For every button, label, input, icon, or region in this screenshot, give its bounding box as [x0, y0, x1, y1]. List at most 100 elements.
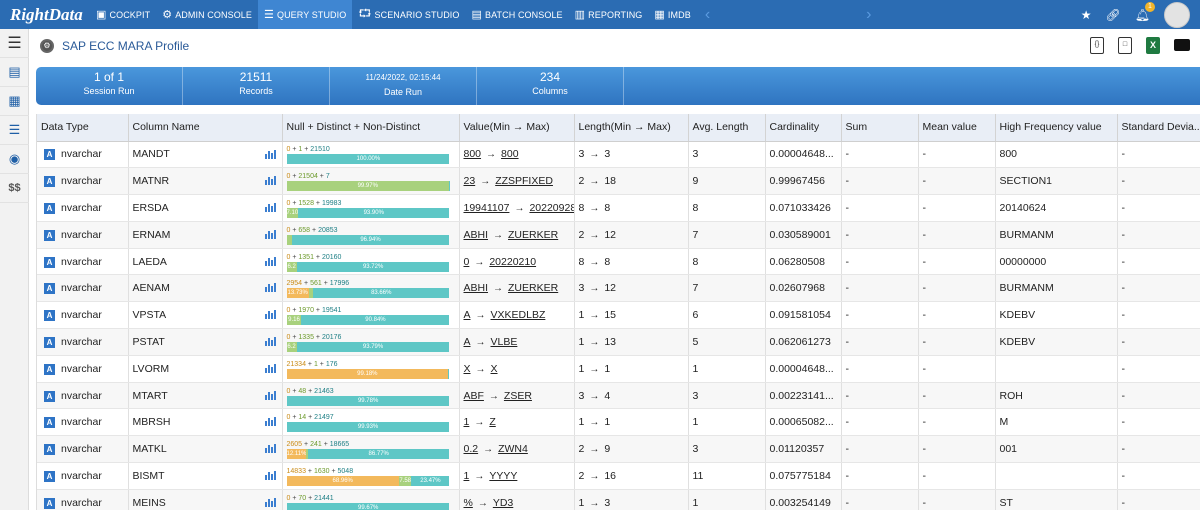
- sidebar-cost-icon[interactable]: $$: [0, 174, 29, 203]
- hamburger-menu-icon[interactable]: ☰: [0, 29, 29, 58]
- max-value-link[interactable]: ZUERKER: [508, 282, 559, 295]
- min-value-link[interactable]: 800: [463, 148, 482, 161]
- sidebar-profile-icon[interactable]: ◉: [0, 145, 29, 174]
- distribution-bar[interactable]: 99.78%: [286, 395, 450, 406]
- min-value-link[interactable]: 0: [463, 255, 470, 268]
- distribution-bar[interactable]: 99.67%: [286, 502, 450, 510]
- column-header[interactable]: Sum: [841, 114, 919, 142]
- min-value-link[interactable]: 23: [463, 175, 476, 188]
- email-icon[interactable]: [1174, 39, 1190, 51]
- distribution-bar[interactable]: 100.00%: [286, 154, 450, 165]
- distribution-bar[interactable]: 9.16 90.84%: [286, 315, 450, 326]
- distribution-bar[interactable]: 96.94%: [286, 234, 450, 245]
- bar-chart-icon[interactable]: [264, 497, 276, 507]
- column-header[interactable]: Length(Min → Max): [574, 114, 689, 142]
- column-header[interactable]: High Frequency value: [995, 114, 1118, 142]
- distribution-bar[interactable]: 99.18%: [286, 368, 450, 379]
- max-value-link[interactable]: YD3: [492, 496, 514, 509]
- bar-chart-icon[interactable]: [264, 310, 276, 320]
- sidebar-report-icon[interactable]: ▤: [0, 58, 29, 87]
- min-value-link[interactable]: ABHI: [463, 228, 489, 241]
- link-icon[interactable]: 🔗︎: [1105, 7, 1121, 22]
- column-header[interactable]: Cardinality: [765, 114, 842, 142]
- column-header[interactable]: Avg. Length: [688, 114, 766, 142]
- max-value-link[interactable]: VLBE: [490, 335, 518, 348]
- column-header[interactable]: Value(Min → Max): [459, 114, 575, 142]
- sidebar-list-icon[interactable]: ☰: [0, 116, 29, 145]
- sidebar-chart-icon[interactable]: ▦: [0, 87, 29, 116]
- nav-item-batch-console[interactable]: ▤ BATCH CONSOLE: [466, 0, 569, 29]
- max-value-link[interactable]: VXKEDLBZ: [490, 309, 546, 322]
- min-value-link[interactable]: 1: [463, 416, 470, 429]
- notification-bell-icon[interactable]: 🔔︎ 1: [1135, 1, 1155, 22]
- export-pdf-icon[interactable]: □: [1118, 37, 1132, 54]
- distribution-bar[interactable]: 6.2 93.72%: [286, 261, 450, 272]
- bar-chart-icon[interactable]: [264, 203, 276, 213]
- max-value-link[interactable]: Z: [489, 416, 496, 429]
- min-value-link[interactable]: X: [463, 362, 471, 375]
- bar-chart-icon[interactable]: [264, 283, 276, 293]
- column-header[interactable]: Null + Distinct + Non-Distinct: [282, 114, 460, 142]
- distribution-bar[interactable]: 12.11% 86.77%: [286, 449, 450, 460]
- min-value-link[interactable]: 0.2: [463, 443, 479, 456]
- rightdata-logo[interactable]: RightData: [10, 4, 83, 24]
- min-value-link[interactable]: A: [463, 309, 471, 322]
- distribution-bar[interactable]: 13.73% 83.66%: [286, 288, 450, 299]
- nav-item-scenario-studio[interactable]: ⮔ SCENARIO STUDIO: [352, 0, 465, 29]
- bar-chart-icon[interactable]: [264, 444, 276, 454]
- nav-item-admin-console[interactable]: ⚙ ADMIN CONSOLE: [156, 0, 258, 29]
- nav-scroll-left-icon[interactable]: ‹: [704, 5, 711, 23]
- min-value-link[interactable]: ABF: [463, 389, 484, 402]
- distribution-bar[interactable]: 99.97%: [286, 181, 450, 192]
- bar-chart-icon[interactable]: [264, 471, 276, 481]
- min-value-link[interactable]: %: [463, 496, 473, 509]
- export-excel-icon[interactable]: X: [1146, 37, 1160, 54]
- min-value-link[interactable]: A: [463, 335, 471, 348]
- nav-item-imdb[interactable]: ▦ IMDB: [648, 0, 696, 29]
- bar-chart-icon[interactable]: [264, 417, 276, 427]
- bar-chart-icon[interactable]: [264, 229, 276, 239]
- nav-scroll-right-icon[interactable]: ›: [866, 5, 872, 23]
- max-value-link[interactable]: ZZSPFIXED: [495, 175, 553, 188]
- column-header[interactable]: Column Name: [128, 114, 283, 142]
- distribution-bar[interactable]: 7.10% 93.90%: [286, 207, 450, 218]
- max-value-link[interactable]: 20220928: [529, 201, 574, 214]
- column-header[interactable]: Standard Devia...: [1117, 114, 1200, 142]
- bar-chart-icon[interactable]: [264, 256, 276, 266]
- column-header[interactable]: Data Type: [37, 114, 129, 142]
- bar-chart-icon[interactable]: [264, 149, 276, 159]
- bar-chart-icon[interactable]: [264, 176, 276, 186]
- distribution-bar[interactable]: 6.2 93.79%: [286, 341, 450, 352]
- nav-item-query-studio[interactable]: ☰ QUERY STUDIO: [258, 0, 353, 29]
- nav-item-cockpit[interactable]: ▣ COCKPIT: [90, 0, 156, 29]
- max-value-link[interactable]: 800: [501, 148, 519, 161]
- distribution-bar[interactable]: 68.96% 7.58 23.47%: [286, 475, 450, 486]
- max-value-link[interactable]: ZWN4: [498, 443, 528, 456]
- bar-chart-icon[interactable]: [264, 337, 276, 347]
- max-value-link[interactable]: 20220210: [489, 255, 537, 268]
- max-value-link[interactable]: YYYY: [489, 469, 518, 482]
- max-value-link[interactable]: ZSER: [503, 389, 532, 402]
- favorite-star-icon[interactable]: ★: [1080, 7, 1092, 22]
- min-value-link[interactable]: 19941107: [463, 201, 510, 214]
- export-json-icon[interactable]: {}: [1090, 37, 1104, 54]
- distribution-bar[interactable]: 99.93%: [286, 422, 450, 433]
- bar-chart-icon[interactable]: [264, 363, 276, 373]
- user-avatar[interactable]: [1164, 1, 1190, 28]
- nav-item-reporting[interactable]: ▥ REPORTING: [569, 0, 649, 29]
- max-value-link[interactable]: X: [490, 362, 498, 375]
